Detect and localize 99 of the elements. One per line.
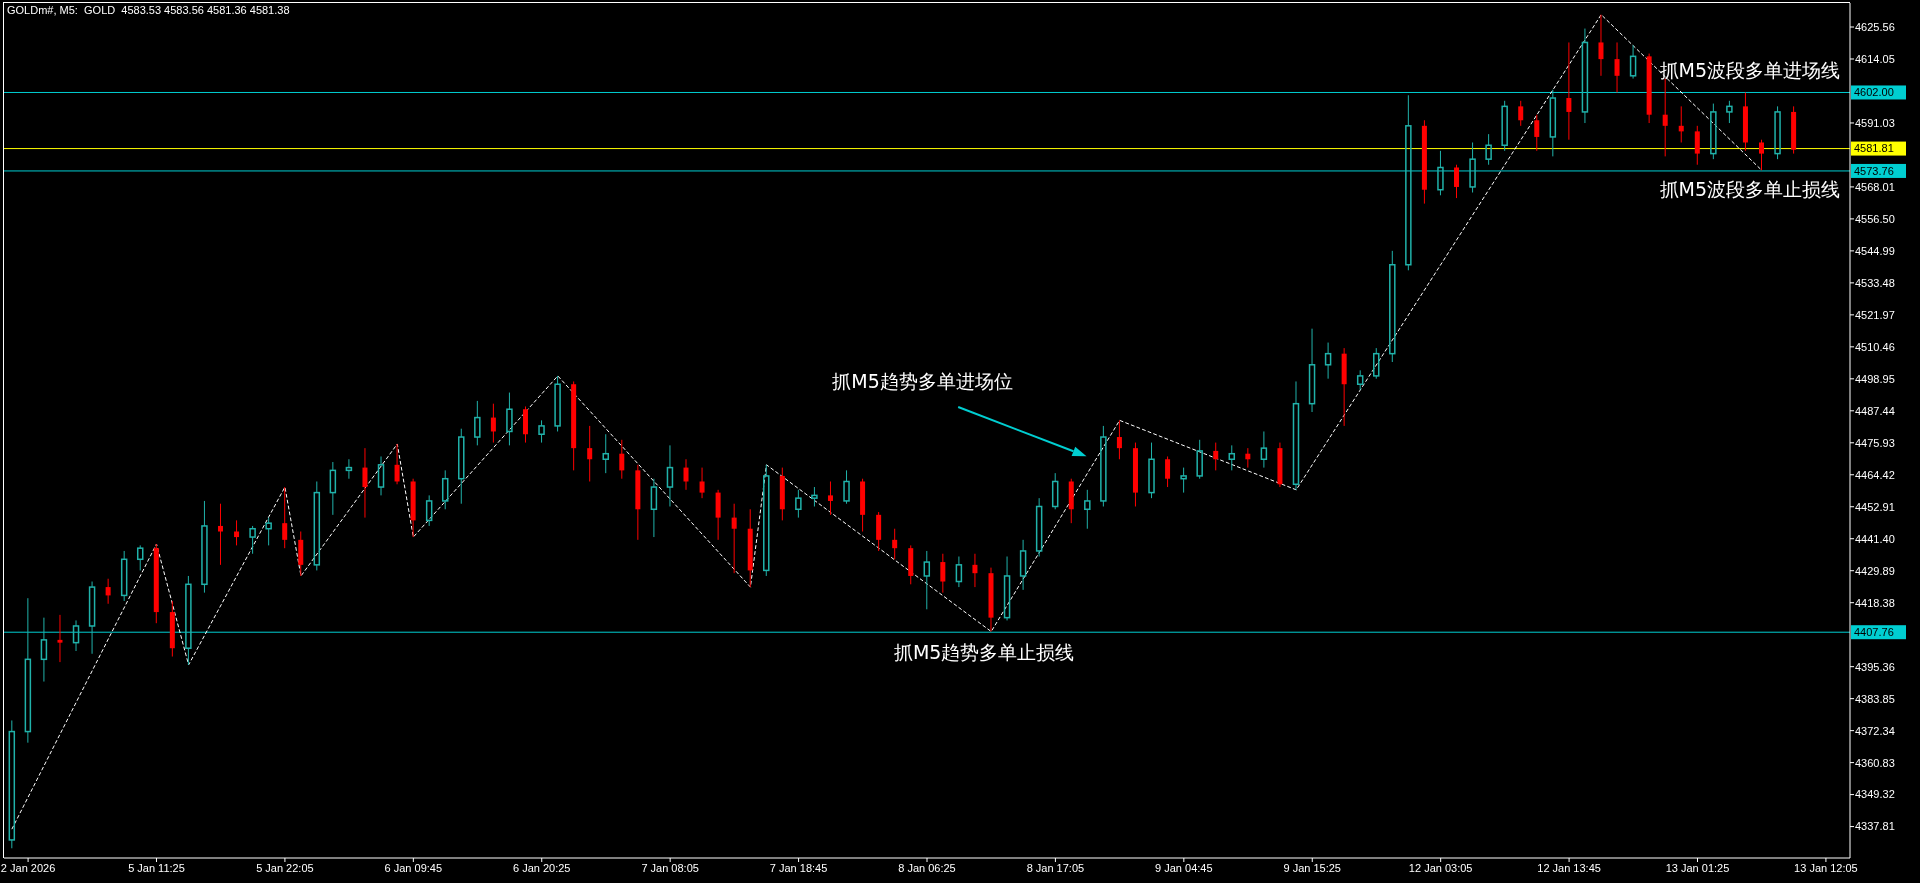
candlestick — [282, 486, 288, 549]
candlestick — [1581, 28, 1589, 124]
y-tick-label: 4372.34 — [1855, 724, 1895, 737]
annotation: 抓M5波段多单进场线 — [1659, 59, 1840, 82]
x-tick-label: 2 Jan 2026 — [0, 861, 56, 874]
annotation: 抓M5波段多单止损线 — [1659, 177, 1840, 200]
candlestick — [201, 500, 208, 594]
candlestick — [1759, 139, 1764, 171]
x-tick-label: 13 Jan 01:25 — [1665, 861, 1730, 874]
candlestick — [1165, 455, 1171, 488]
candlestick — [955, 556, 963, 588]
candlestick — [827, 480, 833, 516]
candlestick — [362, 447, 368, 519]
y-tick-label: 4475.93 — [1855, 436, 1895, 449]
y-tick-label: 4556.50 — [1855, 212, 1895, 225]
candlestick — [923, 550, 931, 610]
ref-line-label: 4573.76 — [1854, 164, 1894, 177]
candlestick — [1260, 430, 1268, 469]
candlestick — [105, 578, 111, 605]
candlestick — [72, 619, 80, 652]
y-tick-label: 4498.95 — [1855, 372, 1895, 385]
candlestick — [587, 425, 593, 482]
x-tick-label: 12 Jan 13:45 — [1537, 861, 1601, 874]
candlestick — [1694, 125, 1700, 166]
candlestick — [490, 403, 496, 444]
y-tick-label: 4337.81 — [1855, 820, 1895, 833]
candlestick — [972, 553, 978, 588]
candlestick — [40, 617, 48, 683]
y-tick-label: 4614.05 — [1855, 52, 1895, 65]
x-tick-label: 6 Jan 20:25 — [513, 861, 571, 874]
ref-line-label: 4602.00 — [1854, 86, 1894, 99]
candlestick — [1308, 328, 1316, 413]
candlestick — [1228, 444, 1236, 471]
candlestick — [650, 478, 658, 538]
y-tick-label: 4464.42 — [1855, 468, 1895, 481]
candlestick — [217, 503, 223, 566]
candlestick — [683, 458, 689, 491]
candlestick — [1518, 100, 1524, 127]
candlestick — [88, 581, 96, 655]
y-tick-label: 4383.85 — [1855, 692, 1895, 705]
y-tick-label: 4544.99 — [1855, 244, 1895, 257]
candlestick — [1324, 342, 1332, 380]
candlestick — [1292, 380, 1300, 491]
candlestick — [602, 433, 609, 474]
candlestick — [1454, 164, 1460, 199]
y-tick-label: 4521.97 — [1855, 308, 1895, 321]
x-tick-label: 5 Jan 22:05 — [256, 861, 314, 874]
candlestick — [1566, 41, 1572, 141]
x-tick-label: 7 Jan 18:45 — [769, 861, 828, 874]
x-tick-label: 9 Jan 04:45 — [1155, 861, 1213, 874]
y-tick-label: 4452.91 — [1855, 500, 1895, 513]
y-tick-label: 4533.48 — [1855, 276, 1895, 289]
y-tick-label: 4349.32 — [1855, 788, 1895, 801]
candlestick — [24, 597, 32, 744]
ref-line-label: 4581.81 — [1854, 142, 1894, 155]
candlestick — [1534, 114, 1540, 152]
y-tick-label: 4591.03 — [1855, 116, 1895, 129]
candlestick — [377, 455, 385, 496]
y-tick-label: 4441.40 — [1855, 532, 1895, 545]
x-tick-label: 12 Jan 03:05 — [1408, 861, 1473, 874]
candlestick — [394, 443, 400, 485]
y-tick-label: 4487.44 — [1855, 404, 1895, 417]
annotation: 抓M5趋势多单进场位 — [832, 370, 1013, 393]
candlestick — [1614, 41, 1620, 93]
candlestick — [1598, 14, 1604, 77]
y-tick-label: 4429.89 — [1855, 564, 1895, 577]
y-tick-label: 4510.46 — [1855, 340, 1895, 353]
x-tick-label: 6 Jan 09:45 — [384, 861, 443, 874]
candlestick — [1213, 442, 1219, 471]
candlestick — [699, 467, 705, 499]
ref-line-label: 4407.76 — [1854, 626, 1894, 639]
candlestick — [1003, 556, 1011, 621]
x-tick-label: 5 Jan 11:25 — [128, 861, 185, 874]
x-tick-label: 13 Jan 12:05 — [1794, 861, 1858, 874]
candlestick — [892, 528, 898, 560]
x-tick-label: 7 Jan 08:05 — [641, 861, 699, 874]
candlestick — [185, 575, 192, 666]
candlestick — [1019, 539, 1027, 591]
candlestick — [1389, 250, 1396, 363]
y-tick-label: 4568.01 — [1855, 180, 1895, 193]
candlestick — [329, 461, 337, 516]
candlestick — [1084, 489, 1091, 530]
candlestick — [1116, 419, 1122, 460]
candlestick — [619, 439, 625, 480]
x-tick-label: 8 Jan 06:25 — [898, 861, 956, 874]
annotation: 抓M5趋势多单止损线 — [893, 641, 1075, 664]
y-tick-label: 4625.56 — [1855, 20, 1895, 33]
candlestick — [940, 553, 946, 594]
x-tick-label: 9 Jan 15:25 — [1283, 861, 1341, 874]
candlestick — [1629, 44, 1637, 80]
y-tick-label: 4360.83 — [1855, 756, 1895, 769]
y-tick-label: 4395.36 — [1855, 660, 1895, 673]
x-tick-label: 8 Jan 17:05 — [1026, 861, 1085, 874]
candlestick — [731, 503, 737, 574]
chart-title: GOLDm#, M5: GOLD 4583.53 4583.56 4581.36 4581.38 — [7, 4, 290, 17]
y-tick-label: 4418.38 — [1855, 596, 1895, 609]
candlestick — [1662, 78, 1668, 157]
candlestick — [666, 444, 674, 507]
candlestick — [57, 614, 63, 663]
